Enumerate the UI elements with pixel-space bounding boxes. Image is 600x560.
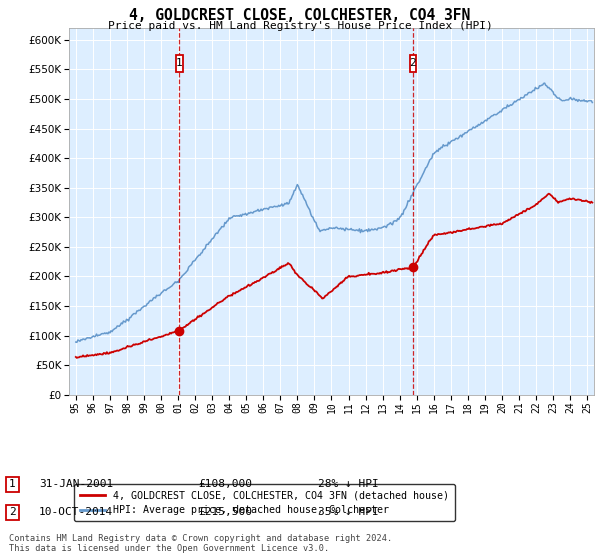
FancyBboxPatch shape <box>176 55 182 72</box>
Text: £215,500: £215,500 <box>198 507 252 517</box>
Text: 4, GOLDCREST CLOSE, COLCHESTER, CO4 3FN: 4, GOLDCREST CLOSE, COLCHESTER, CO4 3FN <box>130 8 470 24</box>
Text: 2: 2 <box>9 507 16 517</box>
Text: 1: 1 <box>176 58 183 68</box>
Text: Price paid vs. HM Land Registry's House Price Index (HPI): Price paid vs. HM Land Registry's House … <box>107 21 493 31</box>
Text: 35% ↓ HPI: 35% ↓ HPI <box>318 507 379 517</box>
Text: 31-JAN-2001: 31-JAN-2001 <box>39 479 113 489</box>
Text: 1: 1 <box>9 479 16 489</box>
Text: 2: 2 <box>410 58 416 68</box>
Text: Contains HM Land Registry data © Crown copyright and database right 2024.
This d: Contains HM Land Registry data © Crown c… <box>9 534 392 553</box>
Text: 28% ↓ HPI: 28% ↓ HPI <box>318 479 379 489</box>
Text: £108,000: £108,000 <box>198 479 252 489</box>
Text: 10-OCT-2014: 10-OCT-2014 <box>39 507 113 517</box>
Legend: 4, GOLDCREST CLOSE, COLCHESTER, CO4 3FN (detached house), HPI: Average price, de: 4, GOLDCREST CLOSE, COLCHESTER, CO4 3FN … <box>74 484 455 521</box>
FancyBboxPatch shape <box>410 55 416 72</box>
